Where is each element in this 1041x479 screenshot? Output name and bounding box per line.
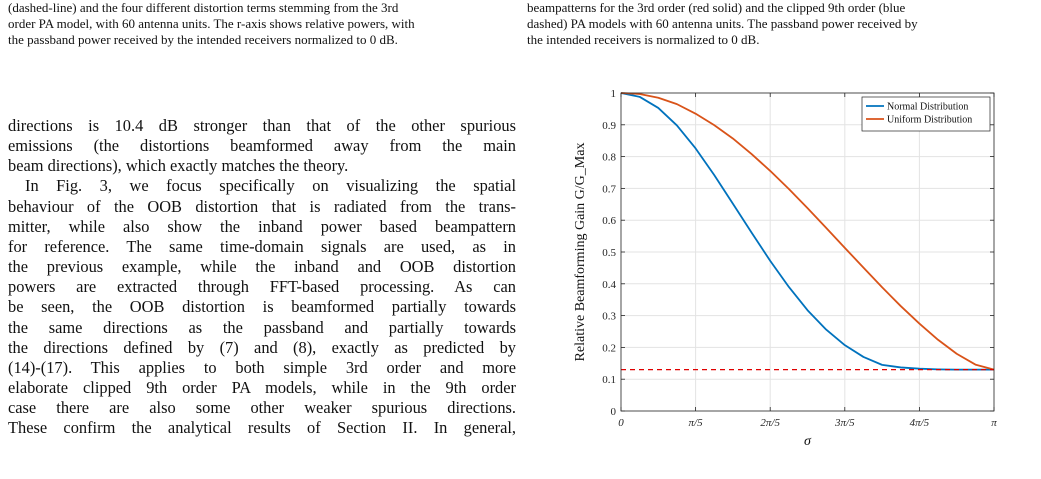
text-line: the previous example, while the inband a… bbox=[8, 257, 516, 277]
y-tick-label: 0.1 bbox=[602, 374, 616, 386]
y-tick-label: 0 bbox=[611, 406, 617, 418]
text-line: directions is 10.4 dB stronger than that… bbox=[8, 116, 516, 135]
caption-line: the passband power received by the inten… bbox=[8, 32, 398, 47]
text-line: (14)-(17). This applies to both simple 3… bbox=[8, 357, 516, 377]
left-figure-caption: (dashed-line) and the four different dis… bbox=[8, 0, 514, 48]
y-tick-label: 0.3 bbox=[602, 311, 616, 323]
text-line: behaviour of the OOB distortion that is … bbox=[8, 196, 516, 216]
text-line: for reference. The same time-domain sign… bbox=[8, 236, 516, 256]
caption-line: (dashed-line) and the four different dis… bbox=[8, 0, 399, 15]
text-line: case there are also some other weaker sp… bbox=[8, 398, 516, 418]
text-line: elaborate clipped 9th order PA models, w… bbox=[8, 378, 516, 398]
text-line: powers are extracted through FFT-based p… bbox=[8, 277, 516, 297]
y-tick-label: 1 bbox=[611, 88, 617, 100]
right-figure-caption: beampatterns for the 3rd order (red soli… bbox=[527, 0, 1033, 48]
x-tick-label: 4π/5 bbox=[910, 417, 930, 429]
caption-line: the intended receivers is normalized to … bbox=[527, 32, 760, 47]
text-line: emissions (the distortions beamformed aw… bbox=[8, 136, 516, 156]
y-axis-label: Relative Beamforming Gain G/G_Max bbox=[573, 143, 588, 362]
caption-line: dashed) PA models with 60 antenna units.… bbox=[527, 16, 918, 31]
x-tick-label: π bbox=[991, 417, 997, 429]
text-line: mitter, while also show the inband power… bbox=[8, 216, 516, 236]
text-line: These confirm the analytical results of … bbox=[8, 418, 516, 438]
text-line: the same directions as the passband and … bbox=[8, 317, 516, 337]
beamforming-gain-chart: 0 π/5 2π/5 3π/5 4π/5 π 0 0.1 0.2 0.3 0.4 0.5 0.6 0.7 0… bbox=[573, 88, 997, 449]
caption-line: beampatterns for the 3rd order (red soli… bbox=[527, 0, 906, 15]
y-tick-label: 0.7 bbox=[602, 183, 616, 195]
text-line: be seen, the OOB distortion is beamforme… bbox=[8, 297, 516, 317]
caption-line: order PA model, with 60 antenna units. T… bbox=[8, 16, 415, 31]
text-line: the directions defined by (7) and (8), e… bbox=[8, 337, 516, 357]
body-text: directions is 10.4 dB stronger than that… bbox=[8, 116, 516, 439]
legend-label: Normal Distribution bbox=[887, 102, 968, 113]
y-tick-label: 0.4 bbox=[602, 279, 616, 291]
y-tick-label: 0.9 bbox=[602, 120, 616, 132]
text-line: In Fig. 3, we focus specifically on visu… bbox=[25, 176, 516, 196]
y-tick-label: 0.8 bbox=[602, 152, 616, 164]
x-tick-label: 2π/5 bbox=[760, 417, 780, 429]
y-tick-label: 0.6 bbox=[602, 215, 616, 227]
y-tick-label: 0.5 bbox=[602, 247, 616, 259]
legend-label: Uniform Distribution bbox=[887, 115, 972, 126]
x-tick-label: 3π/5 bbox=[834, 417, 855, 429]
x-tick-label: 0 bbox=[618, 417, 624, 429]
x-axis-label: σ bbox=[804, 434, 812, 449]
x-tick-label: π/5 bbox=[689, 417, 704, 429]
y-tick-label: 0.2 bbox=[602, 342, 616, 354]
text-line: beam directions), which exactly matches … bbox=[8, 156, 349, 176]
legend bbox=[861, 96, 991, 132]
series-line-1 bbox=[620, 92, 995, 371]
